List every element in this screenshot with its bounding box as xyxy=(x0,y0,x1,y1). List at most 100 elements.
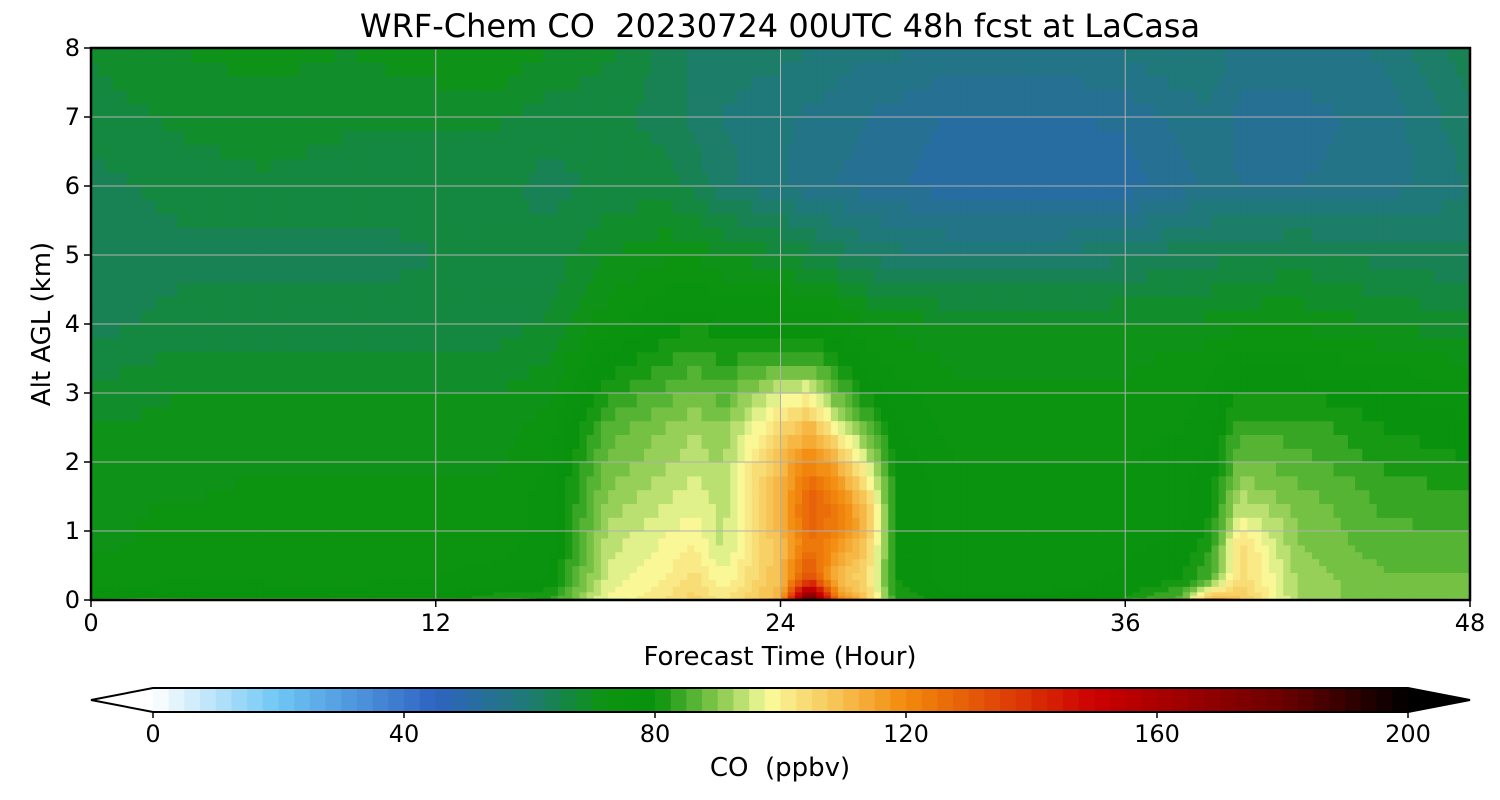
heatmap-cell xyxy=(1369,565,1378,573)
heatmap-cell xyxy=(881,572,889,580)
heatmap-cell xyxy=(292,572,300,580)
heatmap-cell xyxy=(672,503,681,518)
heatmap-cell xyxy=(1211,595,1220,599)
heatmap-cell xyxy=(644,489,652,504)
heatmap-cell xyxy=(529,544,537,553)
heatmap-cell xyxy=(1419,351,1428,366)
heatmap-cell xyxy=(1340,551,1349,560)
heatmap-cell xyxy=(1010,462,1019,477)
heatmap-cell xyxy=(292,406,300,422)
heatmap-cell xyxy=(830,462,839,477)
heatmap-cell xyxy=(823,393,832,408)
heatmap-cell xyxy=(1053,537,1062,546)
heatmap-cell xyxy=(952,462,961,477)
heatmap-cell xyxy=(313,595,322,599)
heatmap-cell xyxy=(751,544,760,553)
heatmap-cell xyxy=(823,489,832,504)
heatmap-cell xyxy=(952,448,961,463)
heatmap-cell xyxy=(184,420,193,435)
heatmap-cell xyxy=(155,531,164,539)
heatmap-cell xyxy=(1046,591,1055,596)
heatmap-cell xyxy=(608,406,616,422)
heatmap-cell xyxy=(450,503,458,518)
heatmap-cell xyxy=(866,591,875,596)
heatmap-cell xyxy=(1419,517,1428,532)
heatmap-cell xyxy=(98,337,106,353)
heatmap-cell xyxy=(385,551,394,560)
heatmap-cell xyxy=(486,551,494,560)
heatmap-cell xyxy=(1261,379,1270,394)
heatmap-cell xyxy=(1031,406,1040,422)
heatmap-cell xyxy=(1319,537,1327,546)
heatmap-cell xyxy=(450,393,458,408)
heatmap-cell xyxy=(1405,448,1414,463)
heatmap-cell xyxy=(1412,503,1421,518)
heatmap-cell xyxy=(98,531,106,539)
heatmap-cell xyxy=(823,537,832,546)
heatmap-cell xyxy=(593,531,602,539)
heatmap-cell xyxy=(837,462,846,477)
heatmap-cell xyxy=(644,406,652,422)
heatmap-cell xyxy=(249,475,257,491)
heatmap-cell xyxy=(306,489,315,504)
heatmap-cell xyxy=(629,503,638,518)
heatmap-cell xyxy=(1146,420,1155,435)
heatmap-cell xyxy=(586,537,595,546)
heatmap-cell xyxy=(945,551,954,560)
heatmap-cell xyxy=(1355,489,1363,504)
heatmap-cell xyxy=(1383,565,1392,573)
heatmap-cell xyxy=(550,406,559,422)
heatmap-cell xyxy=(600,393,609,408)
heatmap-cell xyxy=(1376,365,1385,380)
heatmap-cell xyxy=(1326,565,1335,573)
heatmap-cell xyxy=(1240,591,1248,596)
heatmap-cell xyxy=(881,420,889,435)
heatmap-cell xyxy=(335,565,343,573)
heatmap-cell xyxy=(586,365,595,380)
heatmap-cell xyxy=(1426,365,1435,380)
heatmap-cell xyxy=(1347,565,1356,573)
heatmap-cell xyxy=(371,475,379,491)
heatmap-cell xyxy=(356,591,365,596)
heatmap-cell xyxy=(457,544,466,553)
heatmap-cell xyxy=(1118,586,1126,593)
heatmap-cell xyxy=(1118,537,1126,546)
heatmap-cell xyxy=(1010,591,1019,596)
heatmap-cell xyxy=(629,517,638,532)
heatmap-cell xyxy=(1448,475,1457,491)
heatmap-cell xyxy=(557,558,566,567)
heatmap-cell xyxy=(701,572,710,580)
heatmap-cell xyxy=(629,393,638,408)
heatmap-cell xyxy=(1003,475,1011,491)
heatmap-cell xyxy=(1412,595,1421,599)
heatmap-cell xyxy=(737,379,746,394)
heatmap-cell xyxy=(1276,420,1284,435)
heatmap-cell xyxy=(170,434,178,449)
heatmap-cell xyxy=(1254,517,1263,532)
heatmap-cell xyxy=(1405,462,1414,477)
heatmap-cell xyxy=(701,462,710,477)
heatmap-cell xyxy=(155,544,164,553)
heatmap-cell xyxy=(1412,531,1421,539)
heatmap-cell xyxy=(881,591,889,596)
heatmap-cell xyxy=(988,591,997,596)
heatmap-cell xyxy=(758,558,767,567)
heatmap-cell xyxy=(134,489,142,504)
heatmap-cell xyxy=(787,406,796,422)
heatmap-cell xyxy=(1211,420,1220,435)
heatmap-cell xyxy=(1218,551,1227,560)
heatmap-cell xyxy=(371,393,379,408)
heatmap-cell xyxy=(715,489,724,504)
heatmap-cell xyxy=(600,558,609,567)
heatmap-cell xyxy=(1153,586,1162,593)
heatmap-cell xyxy=(1046,565,1055,573)
heatmap-cell xyxy=(1283,544,1292,553)
heatmap-cell xyxy=(320,579,329,587)
heatmap-cell xyxy=(514,489,523,504)
heatmap-cell xyxy=(1376,420,1385,435)
heatmap-cell xyxy=(1003,572,1011,580)
heatmap-cell xyxy=(1189,393,1198,408)
heatmap-cell xyxy=(1340,393,1349,408)
heatmap-cell xyxy=(1390,503,1399,518)
heatmap-cell xyxy=(335,591,343,596)
